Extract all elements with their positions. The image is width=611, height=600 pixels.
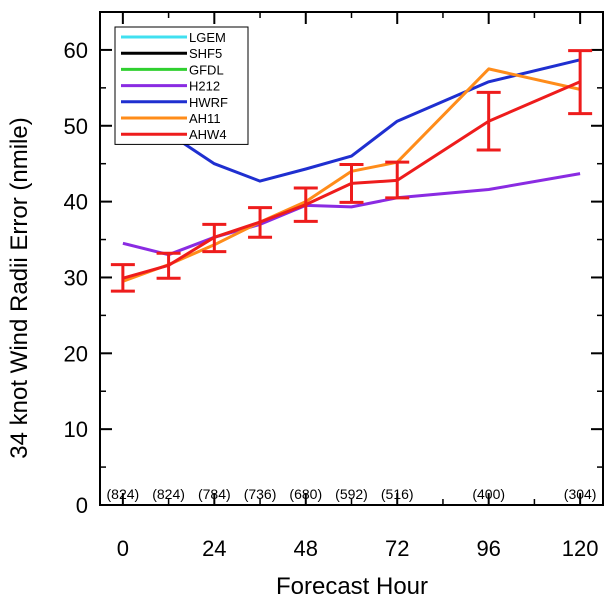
error-bar xyxy=(156,251,181,280)
y-axis: 0 10 20 30 40 50 60 xyxy=(64,38,603,518)
error-bar xyxy=(339,162,364,204)
legend-label-ahw4: AHW4 xyxy=(189,127,227,142)
sample-count-label: (824) xyxy=(152,486,185,502)
sample-count-label: (400) xyxy=(472,486,505,502)
sample-count-label: (784) xyxy=(198,486,231,502)
y-tick-label: 30 xyxy=(64,265,88,290)
y-axis-title: 34 knot Wind Radii Error (nmile) xyxy=(6,117,33,458)
sample-count-label: (516) xyxy=(381,486,414,502)
legend-label-lgem: LGEM xyxy=(189,30,226,45)
sample-count-label: (592) xyxy=(335,486,368,502)
x-axis: 0 24 48 72 96 120 xyxy=(117,12,599,561)
x-tick-label: 48 xyxy=(294,536,318,561)
y-tick-label: 10 xyxy=(64,417,88,442)
error-bar xyxy=(568,49,593,116)
error-bar xyxy=(385,160,410,200)
sample-count-label: (824) xyxy=(107,486,140,502)
y-tick-label: 50 xyxy=(64,114,88,139)
error-bar xyxy=(293,186,318,223)
legend-label-hwrf: HWRF xyxy=(189,95,228,110)
x-tick-label: 120 xyxy=(562,536,599,561)
y-tick-label: 60 xyxy=(64,38,88,63)
error-bar xyxy=(248,206,273,239)
legend-label-shf5: SHF5 xyxy=(189,46,222,61)
error-bar xyxy=(110,263,135,293)
legend-label-h212: H212 xyxy=(189,79,220,94)
sample-count-label: (736) xyxy=(244,486,277,502)
error-bar xyxy=(476,90,501,152)
sample-count-label: (304) xyxy=(564,486,597,502)
y-tick-label: 20 xyxy=(64,341,88,366)
x-axis-title: Forecast Hour xyxy=(276,573,428,600)
sample-counts: (824) (824) (784) (736) (680) (592) (516) (400)… xyxy=(107,486,597,502)
legend-label-gfdl: GFDL xyxy=(189,62,224,77)
error-bars xyxy=(110,49,593,293)
x-tick-label: 96 xyxy=(476,536,500,561)
x-tick-label: 24 xyxy=(202,536,226,561)
x-tick-label: 0 xyxy=(117,536,129,561)
legend-label-ah11: AH11 xyxy=(189,111,221,126)
x-tick-label: 72 xyxy=(385,536,409,561)
error-bar xyxy=(202,222,227,254)
y-tick-label: 0 xyxy=(76,493,88,518)
y-tick-label: 40 xyxy=(64,190,88,215)
sample-count-label: (680) xyxy=(289,486,322,502)
